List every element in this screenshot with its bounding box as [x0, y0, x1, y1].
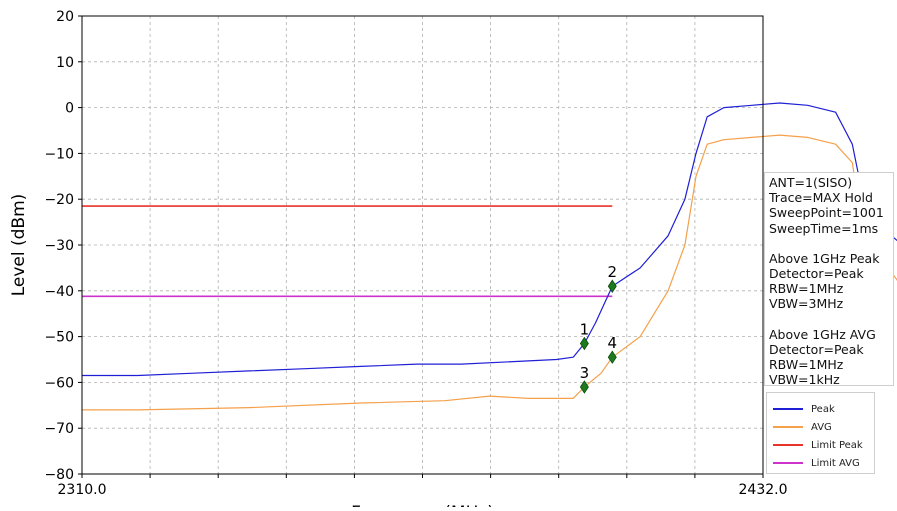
info-line: RBW=1MHz: [769, 281, 844, 297]
series-line-peak: [82, 102, 897, 377]
y-tick-label: −10: [44, 146, 74, 162]
x-tick-label: 2432.0: [739, 482, 788, 498]
info-block-avg: Above 1GHz AVG Detector=Peak RBW=1MHz VB…: [769, 327, 889, 388]
y-tick-label: −30: [44, 238, 74, 254]
series-layer: [82, 102, 897, 411]
legend-item-limit-peak: Limit Peak: [773, 437, 863, 453]
marker-label: 1: [580, 320, 590, 338]
info-line: RBW=1MHz: [769, 357, 844, 373]
marker-label: 2: [608, 263, 618, 281]
x-tick-label: 2310.0: [58, 482, 107, 498]
legend-label: Peak: [811, 403, 835, 415]
legend: Peak AVG Limit Peak Limit AVG: [766, 392, 875, 474]
info-line: SweepPoint=1001: [769, 205, 884, 221]
marker-diamond: [607, 350, 617, 364]
y-tick-label: 10: [56, 55, 74, 71]
marker-label: 4: [608, 334, 618, 352]
legend-swatch: [773, 462, 803, 464]
y-tick-label: 20: [56, 9, 74, 25]
y-tick-label: −80: [44, 467, 74, 483]
marker-diamond: [579, 336, 589, 351]
info-line: VBW=3MHz: [769, 296, 844, 312]
x-axis-label: Frequency (MHz): [351, 503, 494, 507]
info-line: ANT=1(SISO): [769, 175, 853, 190]
y-tick-label: 0: [65, 101, 74, 117]
info-line: SweepTime=1ms: [769, 220, 879, 236]
legend-swatch: [773, 444, 803, 446]
series-line-avg: [82, 134, 897, 411]
info-line: Detector=Peak: [769, 266, 864, 282]
legend-swatch: [773, 408, 803, 410]
info-block-peak: Above 1GHz Peak Detector=Peak RBW=1MHz V…: [769, 251, 889, 312]
legend-label: Limit AVG: [811, 457, 860, 469]
info-line: Above 1GHz Peak: [769, 250, 880, 266]
legend-item-limit-avg: Limit AVG: [773, 455, 860, 471]
y-tick-label: −40: [44, 284, 74, 300]
marker-layer: 1 2 34: [579, 263, 618, 394]
marker-label: 3: [580, 364, 590, 382]
legend-swatch: [773, 426, 803, 428]
info-block-general: ANT=1(SISO) Trace=MAX Hold SweepPoint=10…: [769, 175, 889, 236]
y-tick-label: −20: [44, 192, 74, 208]
info-line: Above 1GHz AVG: [769, 326, 876, 342]
legend-label: Limit Peak: [811, 439, 863, 451]
info-line: Trace=MAX Hold: [769, 190, 873, 206]
measurement-info-box: ANT=1(SISO) Trace=MAX Hold SweepPoint=10…: [764, 172, 894, 388]
y-axis-label: Level (dBm): [9, 194, 29, 297]
legend-item-peak: Peak: [773, 401, 835, 417]
y-tick-label: −70: [44, 421, 74, 437]
info-line: Detector=Peak: [769, 341, 864, 357]
y-tick-label: −60: [44, 375, 74, 391]
y-tick-label: −50: [44, 330, 74, 346]
legend-item-avg: AVG: [773, 419, 832, 435]
info-line: VBW=1kHz: [769, 372, 840, 388]
marker-diamond: [607, 279, 617, 293]
plot-frame: [81, 15, 764, 475]
marker-diamond: [579, 380, 589, 394]
legend-label: AVG: [811, 421, 832, 433]
grid-layer: [82, 15, 763, 475]
